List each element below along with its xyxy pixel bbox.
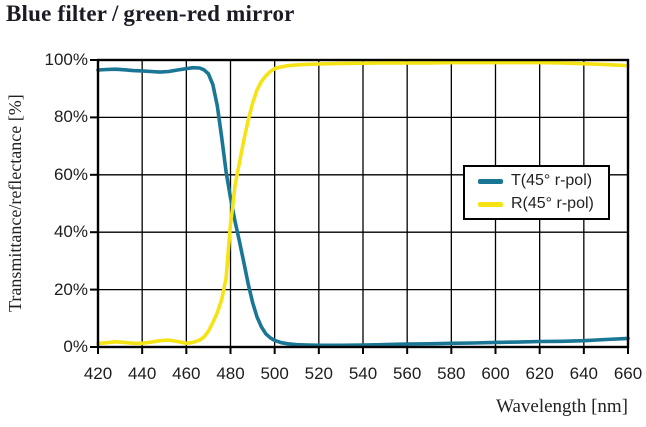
x-tick-label: 480 [216,364,245,383]
legend-label-transmittance: T(45° r-pol) [511,172,593,189]
r-curve-swatch [478,201,503,207]
legend-label-reflectance: R(45° r-pol) [511,195,594,212]
chart-title: Blue filter / green-red mirror [6,1,295,26]
y-axis-title: Transmittance/reflectance [%] [5,94,25,313]
y-tick-label: 80% [53,107,88,127]
x-tick-label: 420 [83,364,113,383]
t-curve-swatch [478,178,503,184]
x-tick-label: 640 [569,364,599,383]
x-tick-label: 560 [392,364,422,383]
y-tick-label: 20% [53,279,88,299]
legend-entry-reflectance: R(45° r-pol) [478,195,608,213]
x-tick-label: 620 [525,364,554,383]
x-tick-label: 660 [613,364,643,383]
x-tick-label: 460 [172,364,201,383]
legend-entry-transmittance: T(45° r-pol) [478,172,608,190]
x-axis-title: Wavelength [nm] [496,396,628,417]
y-tick-label: 60% [53,164,88,184]
y-tick-label: 40% [53,222,88,242]
plot-frame [96,58,630,349]
x-tick-label: 600 [481,364,510,383]
x-tick-label: 440 [127,364,157,383]
y-tick-label: 0% [63,337,88,356]
x-tick-label: 540 [348,364,378,383]
x-tick-label: 520 [304,364,334,383]
legend: T(45° r-pol) R(45° r-pol) [463,165,610,220]
x-tick-label: 500 [260,364,289,383]
y-tick-label: 100% [44,50,88,69]
x-tick-label: 580 [437,364,466,383]
curve-T [96,65,630,348]
curve-R [96,60,630,346]
